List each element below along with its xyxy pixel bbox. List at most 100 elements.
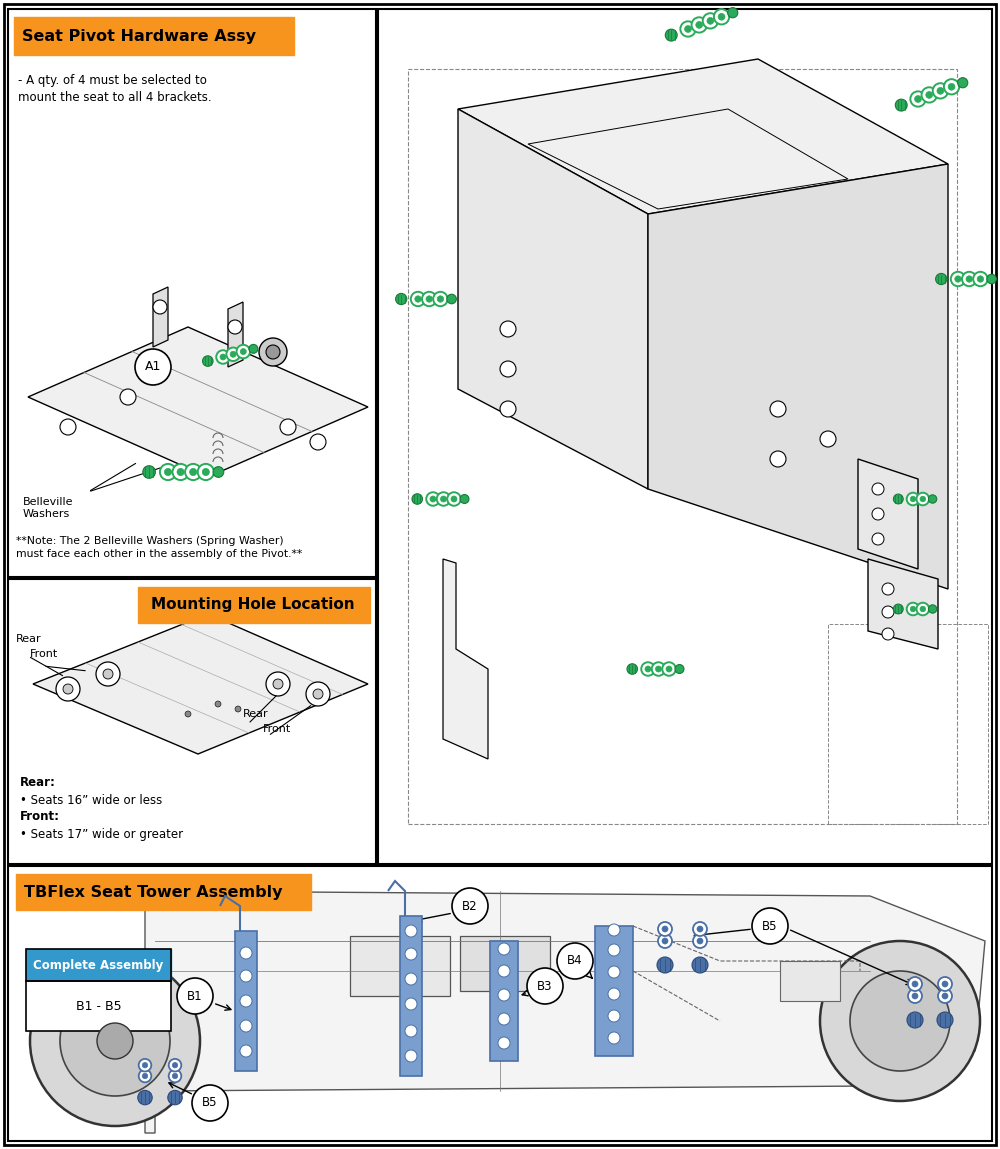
Circle shape	[926, 92, 933, 99]
Circle shape	[882, 606, 894, 618]
Circle shape	[882, 583, 894, 595]
Circle shape	[440, 496, 446, 502]
Circle shape	[893, 494, 903, 504]
Circle shape	[895, 99, 907, 111]
Circle shape	[850, 971, 950, 1071]
Circle shape	[693, 934, 707, 948]
Circle shape	[451, 496, 457, 502]
Circle shape	[498, 965, 510, 977]
Text: B5: B5	[202, 1096, 218, 1110]
Text: **Note: The 2 Belleville Washers (Spring Washer)
must face each other in the ass: **Note: The 2 Belleville Washers (Spring…	[16, 535, 302, 560]
Circle shape	[306, 683, 330, 705]
Circle shape	[872, 483, 884, 495]
Circle shape	[240, 348, 246, 355]
Circle shape	[893, 604, 903, 614]
Circle shape	[498, 989, 510, 1001]
Circle shape	[30, 956, 200, 1126]
Bar	[595, 926, 633, 1056]
Circle shape	[240, 1044, 252, 1057]
Circle shape	[169, 1059, 181, 1072]
Text: Rear:: Rear:	[20, 776, 56, 789]
FancyBboxPatch shape	[26, 981, 171, 1031]
Circle shape	[937, 87, 944, 94]
Circle shape	[652, 662, 665, 676]
Circle shape	[938, 977, 952, 990]
Text: TBFlex Seat Tower Assembly: TBFlex Seat Tower Assembly	[24, 885, 283, 900]
Circle shape	[665, 29, 677, 41]
Circle shape	[936, 273, 947, 285]
FancyBboxPatch shape	[14, 17, 294, 55]
Circle shape	[498, 1038, 510, 1049]
Circle shape	[608, 966, 620, 978]
Polygon shape	[648, 164, 948, 589]
Circle shape	[405, 973, 417, 985]
Circle shape	[142, 1073, 148, 1079]
Bar	[780, 961, 840, 1001]
Circle shape	[135, 349, 171, 385]
Circle shape	[172, 1063, 178, 1067]
Text: B4: B4	[567, 955, 583, 967]
Circle shape	[907, 1012, 923, 1028]
Circle shape	[910, 607, 916, 611]
Circle shape	[680, 22, 696, 37]
Circle shape	[910, 92, 926, 107]
Circle shape	[920, 496, 926, 502]
Circle shape	[928, 495, 937, 503]
Circle shape	[240, 995, 252, 1007]
Bar	[490, 941, 518, 1061]
Circle shape	[658, 934, 672, 948]
Bar	[408, 69, 957, 824]
Circle shape	[948, 84, 955, 90]
Bar	[8, 866, 992, 1141]
Circle shape	[557, 943, 593, 979]
Circle shape	[437, 492, 450, 506]
Text: • Seats 17” wide or greater: • Seats 17” wide or greater	[20, 828, 183, 841]
Circle shape	[692, 957, 708, 973]
Circle shape	[912, 993, 918, 998]
Circle shape	[215, 701, 221, 707]
Circle shape	[685, 25, 691, 32]
Text: • Seats 16” wide or less: • Seats 16” wide or less	[20, 794, 162, 807]
Circle shape	[608, 944, 620, 956]
Text: - A qty. of 4 must be selected to
mount the seat to all 4 brackets.: - A qty. of 4 must be selected to mount …	[18, 74, 212, 105]
Circle shape	[944, 79, 959, 94]
Circle shape	[249, 345, 258, 353]
Circle shape	[60, 419, 76, 435]
Circle shape	[696, 22, 703, 29]
Circle shape	[916, 603, 929, 616]
Circle shape	[228, 321, 242, 334]
Circle shape	[173, 464, 189, 480]
Circle shape	[63, 684, 73, 694]
Circle shape	[97, 1023, 133, 1059]
Text: Complete Assembly: Complete Assembly	[33, 958, 164, 972]
Circle shape	[433, 292, 448, 306]
Circle shape	[237, 345, 250, 358]
Circle shape	[190, 469, 197, 476]
Circle shape	[185, 711, 191, 717]
Circle shape	[662, 926, 668, 932]
Circle shape	[240, 970, 252, 982]
Text: Seat Pivot Hardware Assy: Seat Pivot Hardware Assy	[22, 29, 256, 44]
Circle shape	[770, 452, 786, 466]
Circle shape	[426, 492, 440, 506]
Circle shape	[202, 469, 209, 476]
Circle shape	[500, 321, 516, 337]
Text: B1 - B5: B1 - B5	[76, 1000, 121, 1012]
Circle shape	[692, 17, 707, 32]
Circle shape	[770, 401, 786, 417]
Circle shape	[966, 276, 972, 283]
Circle shape	[608, 988, 620, 1000]
Circle shape	[666, 666, 672, 672]
Circle shape	[977, 276, 984, 283]
Circle shape	[426, 295, 432, 302]
Circle shape	[172, 1073, 178, 1079]
Circle shape	[198, 464, 214, 480]
Circle shape	[192, 1085, 228, 1121]
Circle shape	[938, 989, 952, 1003]
Circle shape	[608, 1032, 620, 1044]
Bar	[828, 624, 988, 824]
Circle shape	[266, 672, 290, 696]
Circle shape	[447, 294, 456, 303]
Circle shape	[460, 494, 469, 503]
Bar	[378, 9, 992, 864]
